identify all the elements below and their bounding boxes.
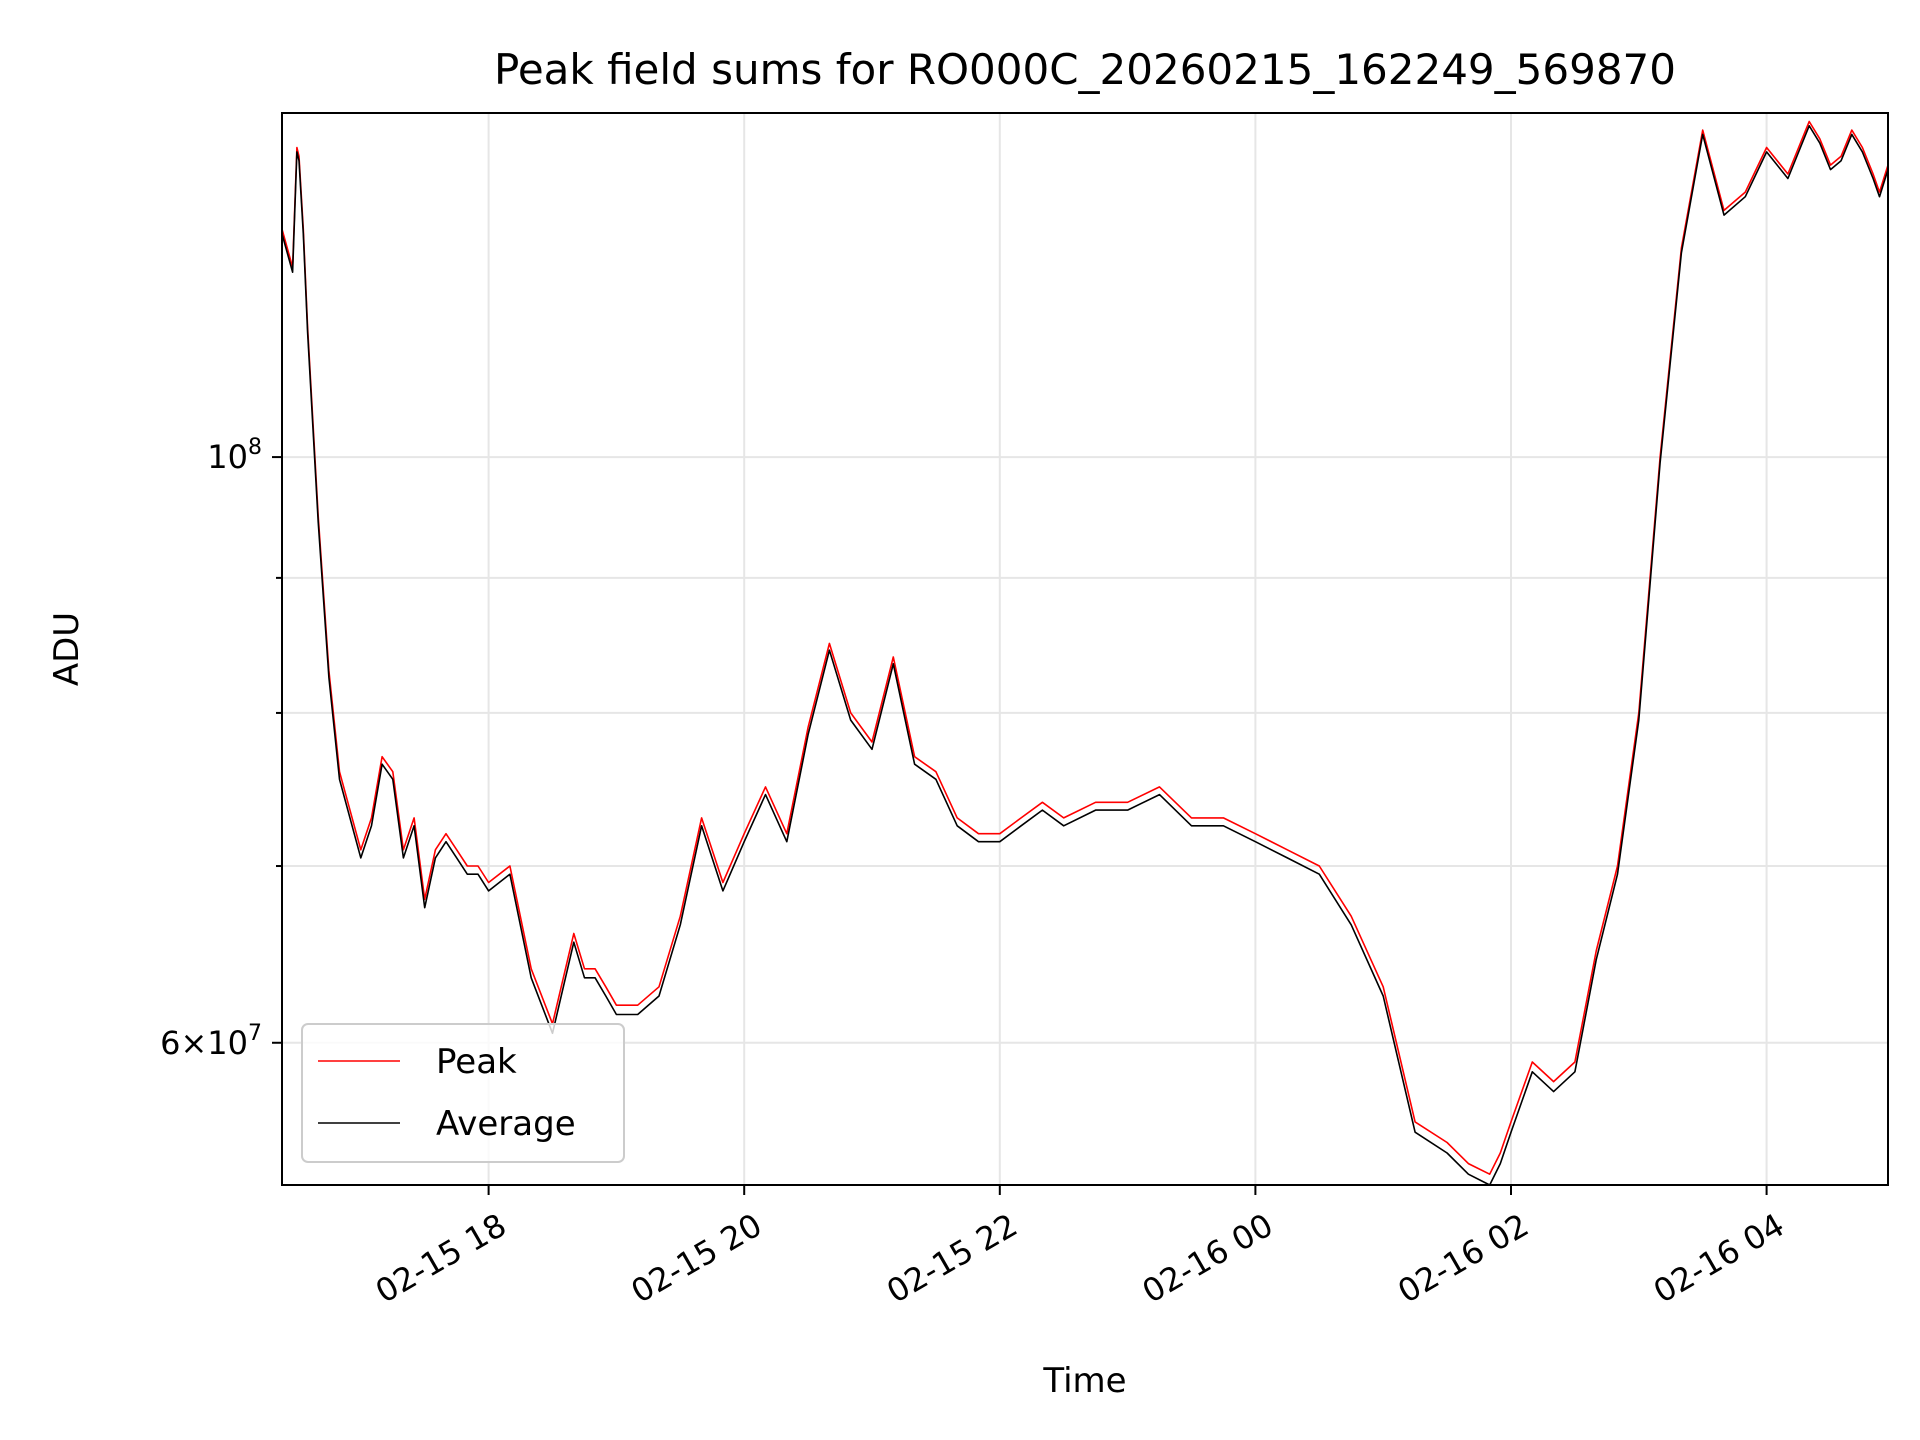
plot-frame <box>281 112 1889 1186</box>
y-tick-exponent: 8 <box>248 435 262 460</box>
legend-label-peak: Peak <box>436 1042 517 1082</box>
y-axis-label: ADU <box>47 612 87 686</box>
y-tick-times: × <box>180 1024 207 1062</box>
legend-label-average: Average <box>436 1104 576 1144</box>
legend-box <box>301 1023 625 1163</box>
y-tick-base: 10 <box>207 1024 248 1062</box>
y-tick-base: 10 <box>207 438 248 476</box>
y-tick-label: 6×107 <box>160 1021 262 1062</box>
chart-title: Peak field sums for RO000C_20260215_1622… <box>494 45 1676 94</box>
y-tick-label: 108 <box>207 435 262 476</box>
plot-lines <box>281 120 1889 1186</box>
x-axis-label: Time <box>1042 1361 1126 1401</box>
y-tick-exponent: 7 <box>248 1021 262 1046</box>
series-line-average <box>281 125 1889 1186</box>
y-tick-mantissa: 6 <box>160 1024 180 1062</box>
legend: Peak Average <box>301 1023 625 1163</box>
